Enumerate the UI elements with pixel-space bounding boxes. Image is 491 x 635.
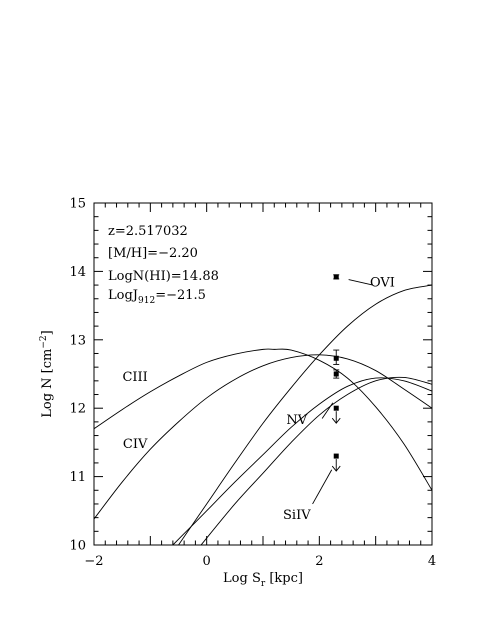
metallicity-annotation: [M/H]=−2.20 (108, 246, 198, 261)
y-tick-label: 10 (69, 539, 86, 554)
ionizing-flux-subscript: 912 (138, 296, 155, 306)
curve-civ (94, 354, 432, 520)
label-siiv: SiIV (283, 508, 311, 523)
x-axis-label: Log Sr [kpc] (223, 571, 303, 589)
y-tick-label: 14 (69, 265, 86, 280)
curve-siiv (200, 376, 432, 545)
measurement-siiv (331, 453, 341, 472)
measurement-ciii (333, 369, 340, 379)
y-tick-label: 11 (69, 470, 86, 485)
y-tick-label: 13 (69, 333, 86, 348)
point-marker (333, 453, 339, 459)
redshift-annotation: z=2.517032 (108, 224, 188, 239)
ionizing-flux-main: LogJ (108, 288, 138, 303)
leader-ovi (348, 279, 373, 286)
label-leaders (312, 279, 373, 505)
x-axis-label-subscript: r (261, 579, 266, 589)
measurement-nv (331, 405, 341, 424)
curve-ciii (94, 348, 432, 491)
hi-column-annotation: LogN(HI)=14.88 (108, 269, 219, 284)
point-marker (333, 274, 339, 280)
y-axis-label-main: Log N [cm (40, 349, 55, 418)
label-ciii: CIII (122, 370, 147, 385)
tick-labels: −2 0 2 4 10 11 12 13 14 15 (69, 197, 436, 570)
curve-labels: CIII CIV OVI NV SiIV (122, 275, 394, 523)
leader-nv (321, 402, 334, 419)
tick-marks (93, 202, 433, 546)
x-axis-label-main: Log S (223, 571, 261, 586)
x-tick-label: 2 (315, 554, 323, 569)
model-curves (94, 284, 432, 545)
point-marker (333, 405, 339, 411)
ionizing-flux-annotation: LogJ912=−21.5 (108, 288, 206, 306)
measurement-points (331, 274, 341, 472)
point-marker (333, 355, 339, 361)
label-nv: NV (286, 413, 307, 428)
y-axis-label-close: ] (40, 330, 55, 335)
x-tick-label: −2 (84, 554, 103, 569)
curve-ovi (178, 284, 432, 545)
label-civ: CIV (123, 437, 148, 452)
measurement-ovi (333, 274, 340, 280)
y-tick-label: 15 (69, 197, 86, 212)
info-annotations: z=2.517032 [M/H]=−2.20 LogN(HI)=14.88 Lo… (108, 224, 219, 306)
y-axis-label: Log N [cm−2] (39, 330, 55, 417)
y-tick-label: 12 (69, 402, 86, 417)
x-axis-label-unit: [kpc] (265, 571, 303, 586)
upper-limit-arrowhead (331, 417, 341, 424)
upper-limit-arrowhead (331, 465, 341, 472)
leader-siiv (312, 469, 333, 505)
x-tick-label: 4 (428, 554, 436, 569)
measurement-civ (333, 349, 340, 365)
ionizing-flux-value: =−21.5 (155, 288, 206, 303)
y-axis-label-superscript: −2 (39, 335, 49, 348)
x-tick-label: 0 (203, 554, 211, 569)
curve-nv (172, 377, 432, 545)
point-marker (333, 371, 339, 377)
label-ovi: OVI (370, 275, 395, 290)
